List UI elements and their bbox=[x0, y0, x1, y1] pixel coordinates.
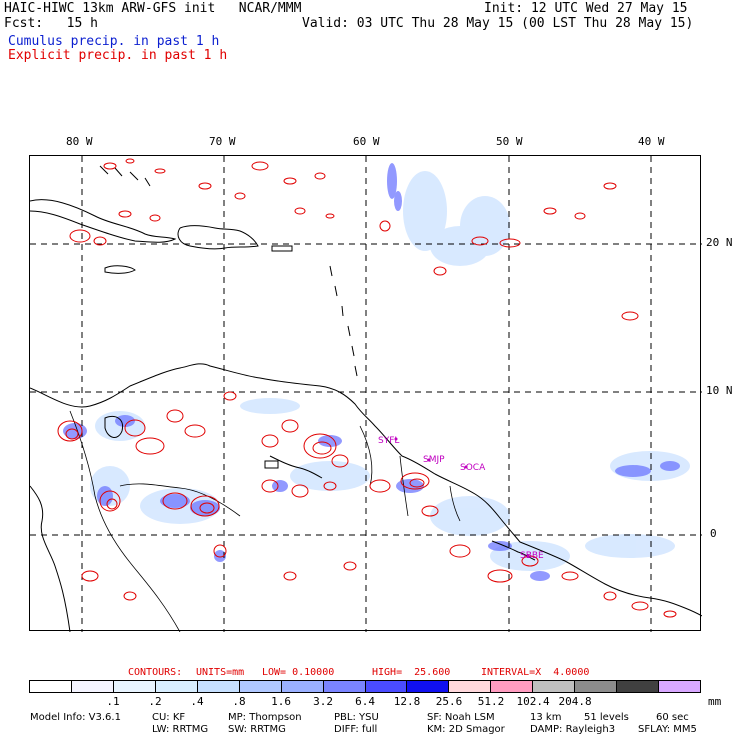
legend-swatch bbox=[449, 681, 492, 692]
legend-tick-label: 204.8 bbox=[558, 695, 592, 708]
model-info-item: 13 km bbox=[530, 712, 562, 723]
lat-label-0: 0 bbox=[710, 527, 717, 540]
legend-swatch bbox=[575, 681, 618, 692]
valid-time: Valid: 03 UTC Thu 28 May 15 (00 LST Thu … bbox=[302, 16, 694, 31]
header-title: HAIC-HIWC 13km ARW-GFS init NCAR/MMM bbox=[4, 1, 302, 16]
model-info-item: DAMP: Rayleigh3 bbox=[530, 724, 616, 735]
legend-unit: mm bbox=[708, 695, 722, 708]
legend-tick-label: .2 bbox=[148, 695, 162, 708]
legend-tick-label: 6.4 bbox=[355, 695, 375, 708]
lon-label-60w: 60 W bbox=[353, 135, 380, 148]
legend-tick-label: 25.6 bbox=[435, 695, 463, 708]
legend-tick-label: 102.4 bbox=[516, 695, 550, 708]
station-markers bbox=[394, 437, 530, 558]
station-label-smjp: SMJP bbox=[423, 455, 445, 465]
forecast-hour: Fcst: 15 h bbox=[4, 16, 98, 31]
legend-swatch bbox=[113, 681, 156, 692]
contours-interval: INTERVAL=X 4.0000 bbox=[481, 667, 590, 678]
model-info-item: SFLAY: MM5 bbox=[638, 724, 697, 735]
lon-label-50w: 50 W bbox=[496, 135, 523, 148]
color-legend-bar bbox=[29, 680, 701, 693]
legend-tick-label: 1.6 bbox=[271, 695, 291, 708]
station-label-sbbe: SBBE bbox=[520, 551, 544, 561]
model-info-item: SF: Noah LSM bbox=[427, 712, 495, 723]
legend-swatch bbox=[365, 681, 408, 692]
cumulus-precip-heavy bbox=[63, 163, 680, 581]
station-label-syfl: SYFL bbox=[378, 436, 400, 446]
lon-label-40w: 40 W bbox=[638, 135, 665, 148]
legend-swatch bbox=[491, 681, 534, 692]
model-info-item: LW: RRTMG bbox=[152, 724, 209, 735]
explicit-precip-contours bbox=[57, 158, 677, 618]
model-info-item: KM: 2D Smagor bbox=[427, 724, 505, 735]
coastlines bbox=[29, 165, 703, 633]
init-time: Init: 12 UTC Wed 27 May 15 bbox=[484, 1, 688, 16]
contours-high: HIGH= 25.600 bbox=[372, 667, 451, 678]
explicit-legend-label: Explicit precip. in past 1 h bbox=[8, 48, 228, 63]
legend-swatch bbox=[239, 681, 282, 692]
legend-swatch bbox=[155, 681, 198, 692]
legend-swatch bbox=[407, 681, 450, 692]
legend-swatch bbox=[30, 681, 72, 692]
station-label-soca: SOCA bbox=[460, 463, 486, 473]
legend-tick-label: 3.2 bbox=[313, 695, 333, 708]
legend-tick-label: .4 bbox=[190, 695, 204, 708]
model-info-item: 60 sec bbox=[656, 712, 689, 723]
model-info-item: MP: Thompson bbox=[228, 712, 302, 723]
legend-tick-label: .8 bbox=[232, 695, 246, 708]
model-info-item: SW: RRTMG bbox=[228, 724, 286, 735]
lon-label-80w: 80 W bbox=[66, 135, 93, 148]
lat-label-10n: 10 N bbox=[706, 384, 733, 397]
cumulus-precip-light bbox=[90, 171, 690, 571]
contours-units: UNITS=mm bbox=[196, 667, 245, 678]
lat-label-20n: 20 N bbox=[706, 236, 733, 249]
contours-title: CONTOURS: bbox=[128, 667, 183, 678]
legend-swatch bbox=[197, 681, 240, 692]
lon-label-70w: 70 W bbox=[209, 135, 236, 148]
legend-swatch bbox=[281, 681, 324, 692]
legend-swatch bbox=[533, 681, 576, 692]
legend-swatch bbox=[323, 681, 366, 692]
legend-tick-label: 51.2 bbox=[477, 695, 505, 708]
contours-low: LOW= 0.10000 bbox=[262, 667, 335, 678]
legend-swatch bbox=[71, 681, 114, 692]
legend-swatch bbox=[659, 681, 700, 692]
graticule bbox=[30, 156, 702, 632]
model-info-item: PBL: YSU bbox=[334, 712, 379, 723]
legend-tick-label: 12.8 bbox=[393, 695, 421, 708]
legend-tick-label: .1 bbox=[106, 695, 120, 708]
precip-map: SYFL SMJP SOCA SBBE bbox=[29, 155, 703, 633]
cumulus-legend-label: Cumulus precip. in past 1 h bbox=[8, 34, 220, 49]
model-info-item: Model Info: V3.6.1 bbox=[30, 712, 121, 723]
model-info-item: DIFF: full bbox=[334, 724, 378, 735]
model-info-item: CU: KF bbox=[152, 712, 186, 723]
legend-swatch bbox=[617, 681, 660, 692]
model-info-item: 51 levels bbox=[584, 712, 629, 723]
map-canvas bbox=[29, 156, 703, 633]
